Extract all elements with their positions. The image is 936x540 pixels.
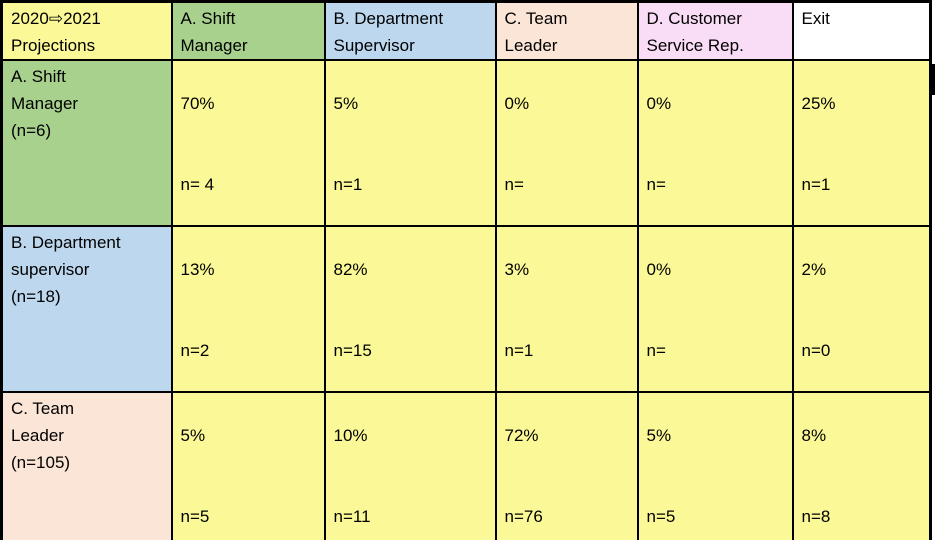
cell-teamlead-to-teamlead[interactable]: 72% n=76 [494, 391, 639, 540]
header-row: 2020⇨2021 Projections A. Shift Manager B… [0, 0, 932, 61]
cell-count: n= [504, 175, 524, 194]
table-row-team-leader: C. Team Leader (n=105) 5% n=5 10% n=11 7… [0, 391, 932, 540]
cell-percent: 0% [504, 94, 530, 113]
col-header-department-supervisor[interactable]: B. Department Supervisor [323, 0, 497, 61]
cell-deptsup-to-shiftmgr[interactable]: 13% n=2 [170, 225, 326, 393]
cell-percent: 10% [333, 426, 368, 445]
cell-count: n=5 [180, 507, 210, 526]
cell-count: n=2 [180, 341, 210, 360]
cell-shiftmgr-to-teamlead[interactable]: 0% n= [494, 59, 639, 227]
text-cursor-caret [932, 64, 935, 95]
cell-percent: 13% [180, 260, 215, 279]
cell-percent: 3% [504, 260, 530, 279]
cell-deptsup-to-csr[interactable]: 0% n= [636, 225, 794, 393]
row-header-department-supervisor[interactable]: B. Department supervisor (n=18) [0, 225, 173, 393]
col-header-exit[interactable]: Exit [791, 0, 932, 61]
col-header-team-leader[interactable]: C. Team Leader [494, 0, 639, 61]
col-header-shift-manager[interactable]: A. Shift Manager [170, 0, 326, 61]
cell-shiftmgr-to-exit[interactable]: 25% n=1 [791, 59, 932, 227]
cell-count: n=15 [333, 341, 372, 360]
cell-percent: 0% [646, 260, 672, 279]
table-row-shift-manager: A. Shift Manager (n=6) 70% n= 4 5% n=1 0… [0, 59, 932, 227]
cell-teamlead-to-exit[interactable]: 8% n=8 [791, 391, 932, 540]
cell-teamlead-to-shiftmgr[interactable]: 5% n=5 [170, 391, 326, 540]
cell-percent: 5% [646, 426, 672, 445]
cell-shiftmgr-to-shiftmgr[interactable]: 70% n= 4 [170, 59, 326, 227]
cell-count: n= 4 [180, 175, 215, 194]
row-header-team-leader[interactable]: C. Team Leader (n=105) [0, 391, 173, 540]
cell-percent: 5% [180, 426, 206, 445]
col-header-customer-service-rep[interactable]: D. Customer Service Rep. [636, 0, 794, 61]
cell-teamlead-to-deptsup[interactable]: 10% n=11 [323, 391, 497, 540]
cell-count: n=1 [333, 175, 363, 194]
cell-deptsup-to-exit[interactable]: 2% n=0 [791, 225, 932, 393]
cell-count: n=0 [801, 341, 831, 360]
cell-count: n=1 [504, 341, 534, 360]
cell-shiftmgr-to-csr[interactable]: 0% n= [636, 59, 794, 227]
cell-count: n=5 [646, 507, 676, 526]
cell-deptsup-to-deptsup[interactable]: 82% n=15 [323, 225, 497, 393]
cell-shiftmgr-to-deptsup[interactable]: 5% n=1 [323, 59, 497, 227]
cell-percent: 0% [646, 94, 672, 113]
cell-count: n=11 [333, 507, 371, 526]
row-header-shift-manager[interactable]: A. Shift Manager (n=6) [0, 59, 173, 227]
cell-percent: 8% [801, 426, 827, 445]
cell-count: n=8 [801, 507, 831, 526]
cell-percent: 5% [333, 94, 359, 113]
table-row-department-supervisor: B. Department supervisor (n=18) 13% n=2 … [0, 225, 932, 393]
cell-percent: 72% [504, 426, 539, 445]
cell-count: n= [646, 175, 666, 194]
cell-percent: 70% [180, 94, 215, 113]
cell-count: n= [646, 341, 666, 360]
cell-percent: 2% [801, 260, 827, 279]
cell-count: n=76 [504, 507, 543, 526]
cell-percent: 82% [333, 260, 368, 279]
cell-teamlead-to-csr[interactable]: 5% n=5 [636, 391, 794, 540]
cell-count: n=1 [801, 175, 831, 194]
corner-cell-projections[interactable]: 2020⇨2021 Projections [0, 0, 173, 61]
cell-deptsup-to-teamlead[interactable]: 3% n=1 [494, 225, 639, 393]
cell-percent: 25% [801, 94, 836, 113]
